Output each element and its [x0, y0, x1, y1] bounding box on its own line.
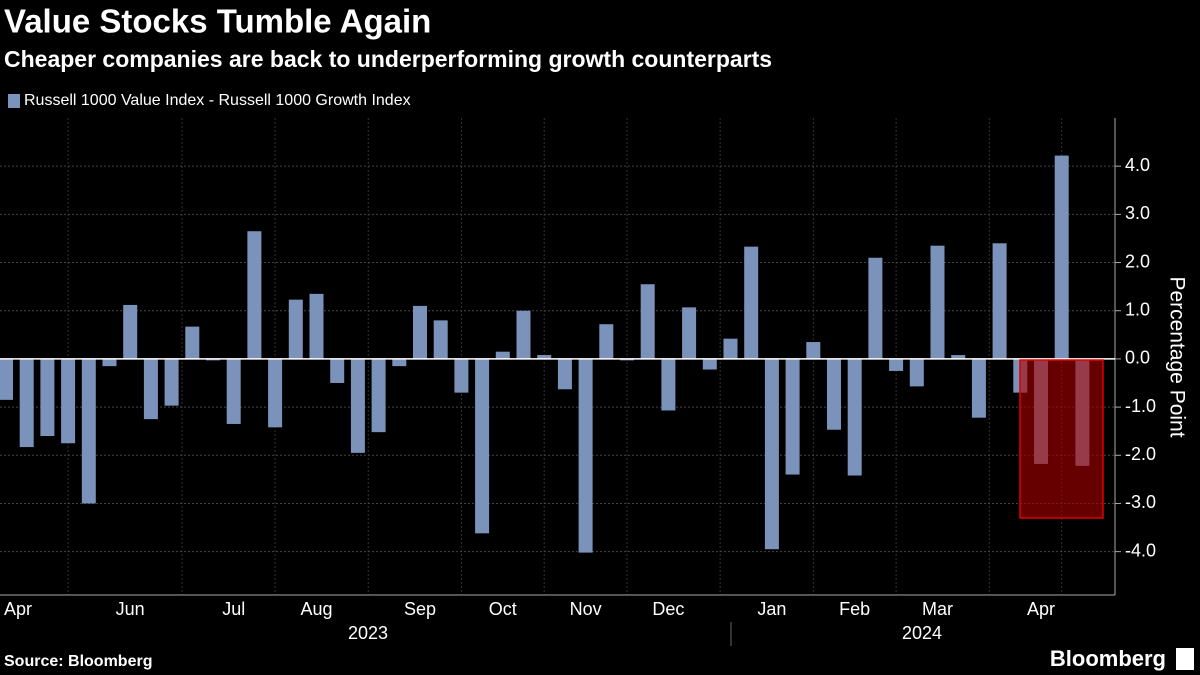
- bar: [889, 358, 904, 371]
- y-tick-label: -3.0: [1125, 492, 1156, 512]
- bar: [81, 358, 96, 504]
- y-tick-label: -1.0: [1125, 396, 1156, 416]
- bar: [185, 326, 200, 359]
- bar: [330, 358, 345, 383]
- x-tick-label: Jan: [757, 599, 786, 619]
- legend-label: Russell 1000 Value Index - Russell 1000 …: [24, 92, 411, 109]
- bar: [785, 358, 800, 475]
- bar: [930, 245, 945, 359]
- bar: [868, 257, 883, 359]
- x-tick-label: Dec: [652, 599, 684, 619]
- bar: [764, 358, 779, 550]
- bar: [350, 358, 365, 453]
- bar: [164, 358, 179, 406]
- bar: [61, 358, 76, 444]
- legend-swatch: [8, 94, 20, 108]
- bar: [19, 358, 34, 448]
- bar: [288, 299, 303, 359]
- bar: [578, 358, 593, 553]
- bar: [433, 320, 448, 359]
- bar: [102, 358, 117, 367]
- x-tick-label: Nov: [570, 599, 602, 619]
- bar: [123, 304, 138, 359]
- y-tick-label: 3.0: [1125, 203, 1150, 223]
- highlight-box: [1019, 359, 1104, 519]
- bar: [475, 358, 490, 534]
- bar: [702, 358, 717, 370]
- bar: [495, 351, 510, 359]
- y-tick-label: -2.0: [1125, 444, 1156, 464]
- bar: [847, 358, 862, 476]
- x-tick-label: Feb: [839, 599, 870, 619]
- x-tick-label: Aug: [300, 599, 332, 619]
- bar: [516, 310, 531, 359]
- x-tick-label: Jul: [222, 599, 245, 619]
- bar: [744, 246, 759, 359]
- bar: [309, 293, 324, 359]
- bar: [371, 358, 386, 433]
- logo: Bloomberg: [1050, 646, 1166, 671]
- x-tick-label: Apr: [1027, 599, 1055, 619]
- bar: [226, 358, 241, 424]
- y-tick-label: 2.0: [1125, 251, 1150, 271]
- bar: [557, 358, 572, 390]
- x-tick-label: Mar: [922, 599, 953, 619]
- bar: [909, 358, 924, 387]
- bar: [40, 358, 55, 436]
- bar: [951, 355, 966, 359]
- y-tick-label: -4.0: [1125, 540, 1156, 560]
- bar: [971, 358, 986, 418]
- x-tick-label: Apr: [4, 599, 32, 619]
- y-tick-label: 1.0: [1125, 299, 1150, 319]
- bar: [640, 284, 655, 359]
- bar: [392, 358, 407, 367]
- bar: [992, 243, 1007, 359]
- x-tick-label: Sep: [404, 599, 436, 619]
- x-tick-label: Jun: [116, 599, 145, 619]
- bar: [827, 358, 841, 430]
- year-label: 2023: [348, 623, 388, 643]
- bar: [454, 358, 469, 393]
- bar: [268, 358, 283, 428]
- year-label: 2024: [902, 623, 942, 643]
- bar: [661, 358, 676, 411]
- bar: [1054, 155, 1069, 359]
- bar: [806, 342, 821, 359]
- x-tick-label: Oct: [489, 599, 517, 619]
- bar: [723, 338, 738, 359]
- bar: [143, 358, 158, 420]
- chart-title: Value Stocks Tumble Again: [4, 3, 431, 40]
- bar: [599, 324, 614, 359]
- y-tick-label: 0.0: [1125, 348, 1150, 368]
- chart-subtitle: Cheaper companies are back to underperfo…: [4, 46, 772, 72]
- bar: [537, 355, 552, 359]
- logo-icon: [1176, 648, 1194, 670]
- y-tick-label: 4.0: [1125, 155, 1150, 175]
- plot-area: -4.0 -3.0 -2.0 -1.0 0.0 1.0 2.0 3.0 4.0 Apr Jun Jul…: [0, 118, 1156, 619]
- bar: [0, 358, 13, 400]
- y-axis-label: Percentage Point: [1165, 276, 1188, 437]
- bar: [413, 305, 427, 359]
- bar: [682, 307, 697, 359]
- source: Source: Bloomberg: [4, 653, 152, 670]
- bar: [247, 231, 262, 359]
